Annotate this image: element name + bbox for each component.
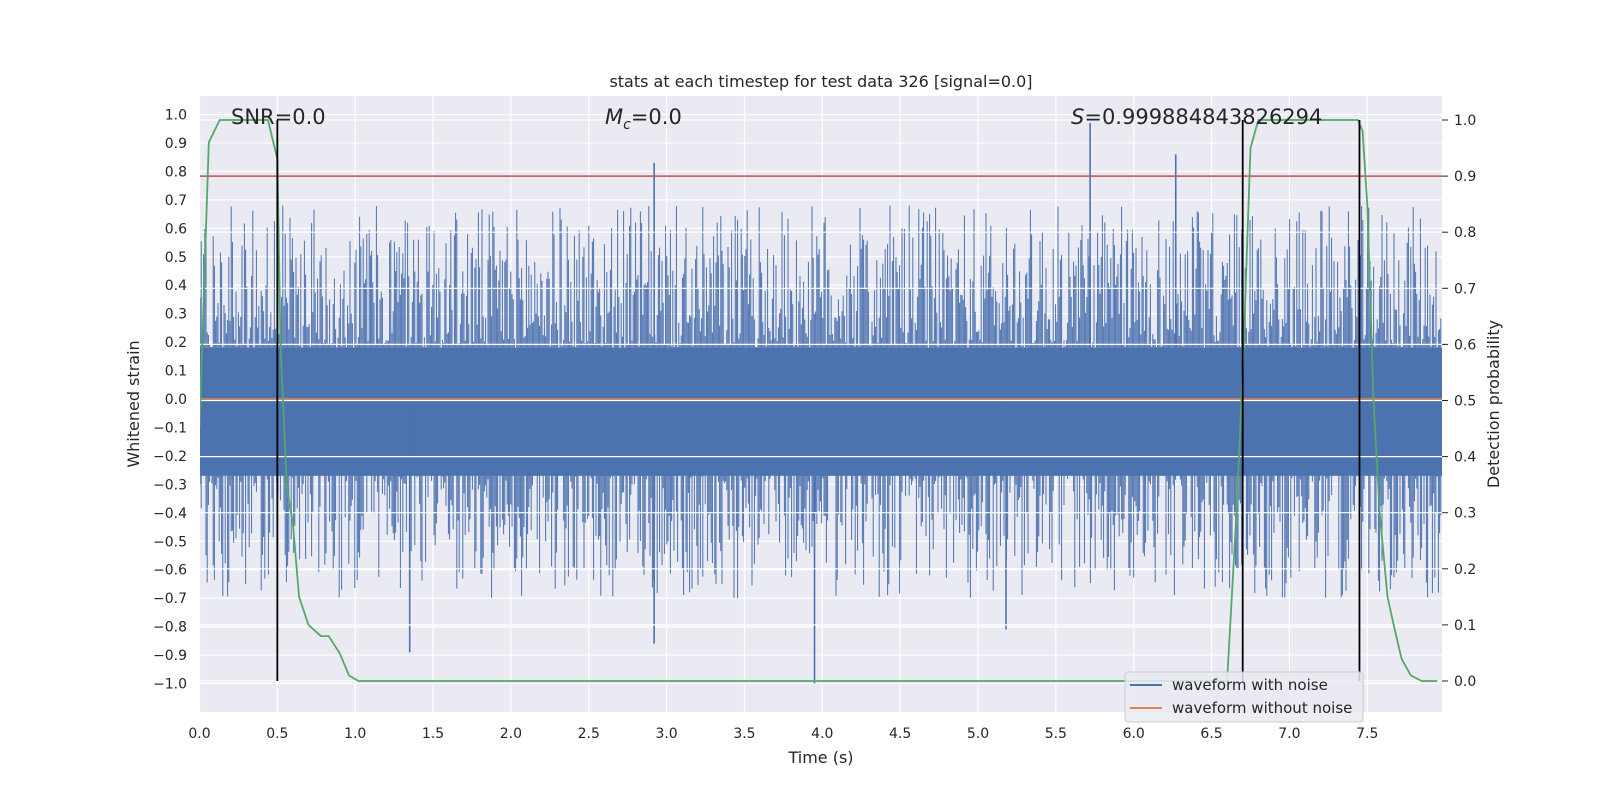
- x-tick-label-13: 6.5: [1200, 726, 1222, 742]
- chart-title: stats at each timestep for test data 326…: [609, 72, 1032, 91]
- y-tick-label-7: 0.3: [165, 307, 187, 323]
- mc-subscript: c: [623, 117, 631, 133]
- y-tick-label-5: 0.5: [165, 250, 187, 266]
- y2-axis-label: Detection probability: [1484, 320, 1503, 488]
- annotation-chirp-mass: Mc=0.0: [605, 105, 682, 133]
- s-symbol: S: [1071, 105, 1084, 129]
- x-tick-label-4: 2.0: [500, 726, 522, 742]
- annotation-score: S=0.999884843826294: [1071, 105, 1322, 129]
- y-tick-label-12: −0.2: [153, 449, 187, 465]
- y-tick-label-1: 0.9: [165, 136, 187, 152]
- y2-tick-label-5: 0.5: [1454, 394, 1476, 410]
- x-axis-ticks: 0.0 0.5 1.0 1.5 2.0 2.5 3.0 3.5 4.0 4.5 5.0 5.5 6.0 6…: [188, 726, 1378, 742]
- y-tick-label-3: 0.7: [165, 193, 187, 209]
- mc-value: =0.0: [631, 105, 682, 129]
- x-tick-label-14: 7.0: [1278, 726, 1300, 742]
- legend-box: [1124, 671, 1364, 723]
- gridlines-right-axis: [200, 119, 1442, 682]
- y-tick-label-17: −0.7: [153, 591, 187, 607]
- y-tick-label-6: 0.4: [165, 278, 187, 294]
- x-tick-label-15: 7.5: [1356, 726, 1378, 742]
- y-axis-ticks: 1.0 0.9 0.8 0.7 0.6 0.5 0.4 0.3 0.2 0.1 0.0 −0.1 −0.…: [153, 108, 187, 693]
- mc-symbol: M: [605, 105, 623, 129]
- x-tick-label-7: 3.5: [733, 726, 755, 742]
- noise-core-band: [200, 347, 1442, 476]
- y-tick-label-11: −0.1: [153, 420, 187, 436]
- y-tick-label-15: −0.5: [153, 534, 187, 550]
- x-axis-label: Time (s): [787, 748, 853, 767]
- x-tick-label-11: 5.5: [1045, 726, 1067, 742]
- y2-tick-label-9: 0.1: [1454, 618, 1476, 634]
- y2-axis-ticks: 1.0 0.9 0.8 0.7 0.6 0.5 0.4 0.3 0.2 0.1 0.0: [1442, 113, 1476, 690]
- plot-content: [200, 119, 1442, 684]
- y-tick-label-18: −0.8: [153, 620, 187, 636]
- y2-tick-label-7: 0.3: [1454, 506, 1476, 522]
- noise-trace: [200, 205, 1442, 599]
- legend-label-clean: waveform without noise: [1172, 699, 1352, 717]
- y-tick-label-8: 0.2: [165, 335, 187, 351]
- y2-tick-label-0: 1.0: [1454, 113, 1476, 129]
- y-tick-label-20: −1.0: [153, 677, 187, 693]
- y2-tick-label-10: 0.0: [1454, 674, 1476, 690]
- x-tick-label-9: 4.5: [889, 726, 911, 742]
- x-tick-label-5: 2.5: [578, 726, 600, 742]
- annotation-snr: SNR=0.0: [231, 105, 326, 129]
- x-tick-label-8: 4.0: [811, 726, 833, 742]
- y2-tick-label-6: 0.4: [1454, 450, 1476, 466]
- y-tick-label-10: 0.0: [165, 392, 187, 408]
- x-tick-label-1: 0.5: [266, 726, 288, 742]
- legend: waveform with noise waveform without noi…: [1124, 671, 1364, 723]
- x-tick-label-12: 6.0: [1123, 726, 1145, 742]
- x-tick-label-6: 3.0: [655, 726, 677, 742]
- y2-tick-label-3: 0.7: [1454, 281, 1476, 297]
- y2-tick-label-1: 0.9: [1454, 169, 1476, 185]
- y-tick-label-2: 0.8: [165, 164, 187, 180]
- y-axis-label: Whitened strain: [124, 340, 143, 467]
- x-tick-label-0: 0.0: [188, 726, 210, 742]
- y-tick-label-13: −0.3: [153, 477, 187, 493]
- series-waveform-with-noise: [200, 123, 1442, 684]
- x-tick-label-2: 1.0: [344, 726, 366, 742]
- y2-tick-label-8: 0.2: [1454, 562, 1476, 578]
- x-tick-label-3: 1.5: [422, 726, 444, 742]
- vertical-markers: [276, 120, 1361, 681]
- s-value: =0.999884843826294: [1084, 105, 1322, 129]
- y-tick-label-4: 0.6: [165, 221, 187, 237]
- y-tick-label-0: 1.0: [165, 108, 187, 124]
- y-tick-label-9: 0.1: [165, 364, 187, 380]
- legend-label-noise: waveform with noise: [1172, 676, 1328, 694]
- y2-tick-label-4: 0.6: [1454, 337, 1476, 353]
- y-tick-label-14: −0.4: [153, 506, 187, 522]
- y-tick-label-19: −0.9: [153, 648, 187, 664]
- x-tick-label-10: 5.0: [967, 726, 989, 742]
- y2-tick-label-2: 0.8: [1454, 225, 1476, 241]
- y-tick-label-16: −0.6: [153, 563, 187, 579]
